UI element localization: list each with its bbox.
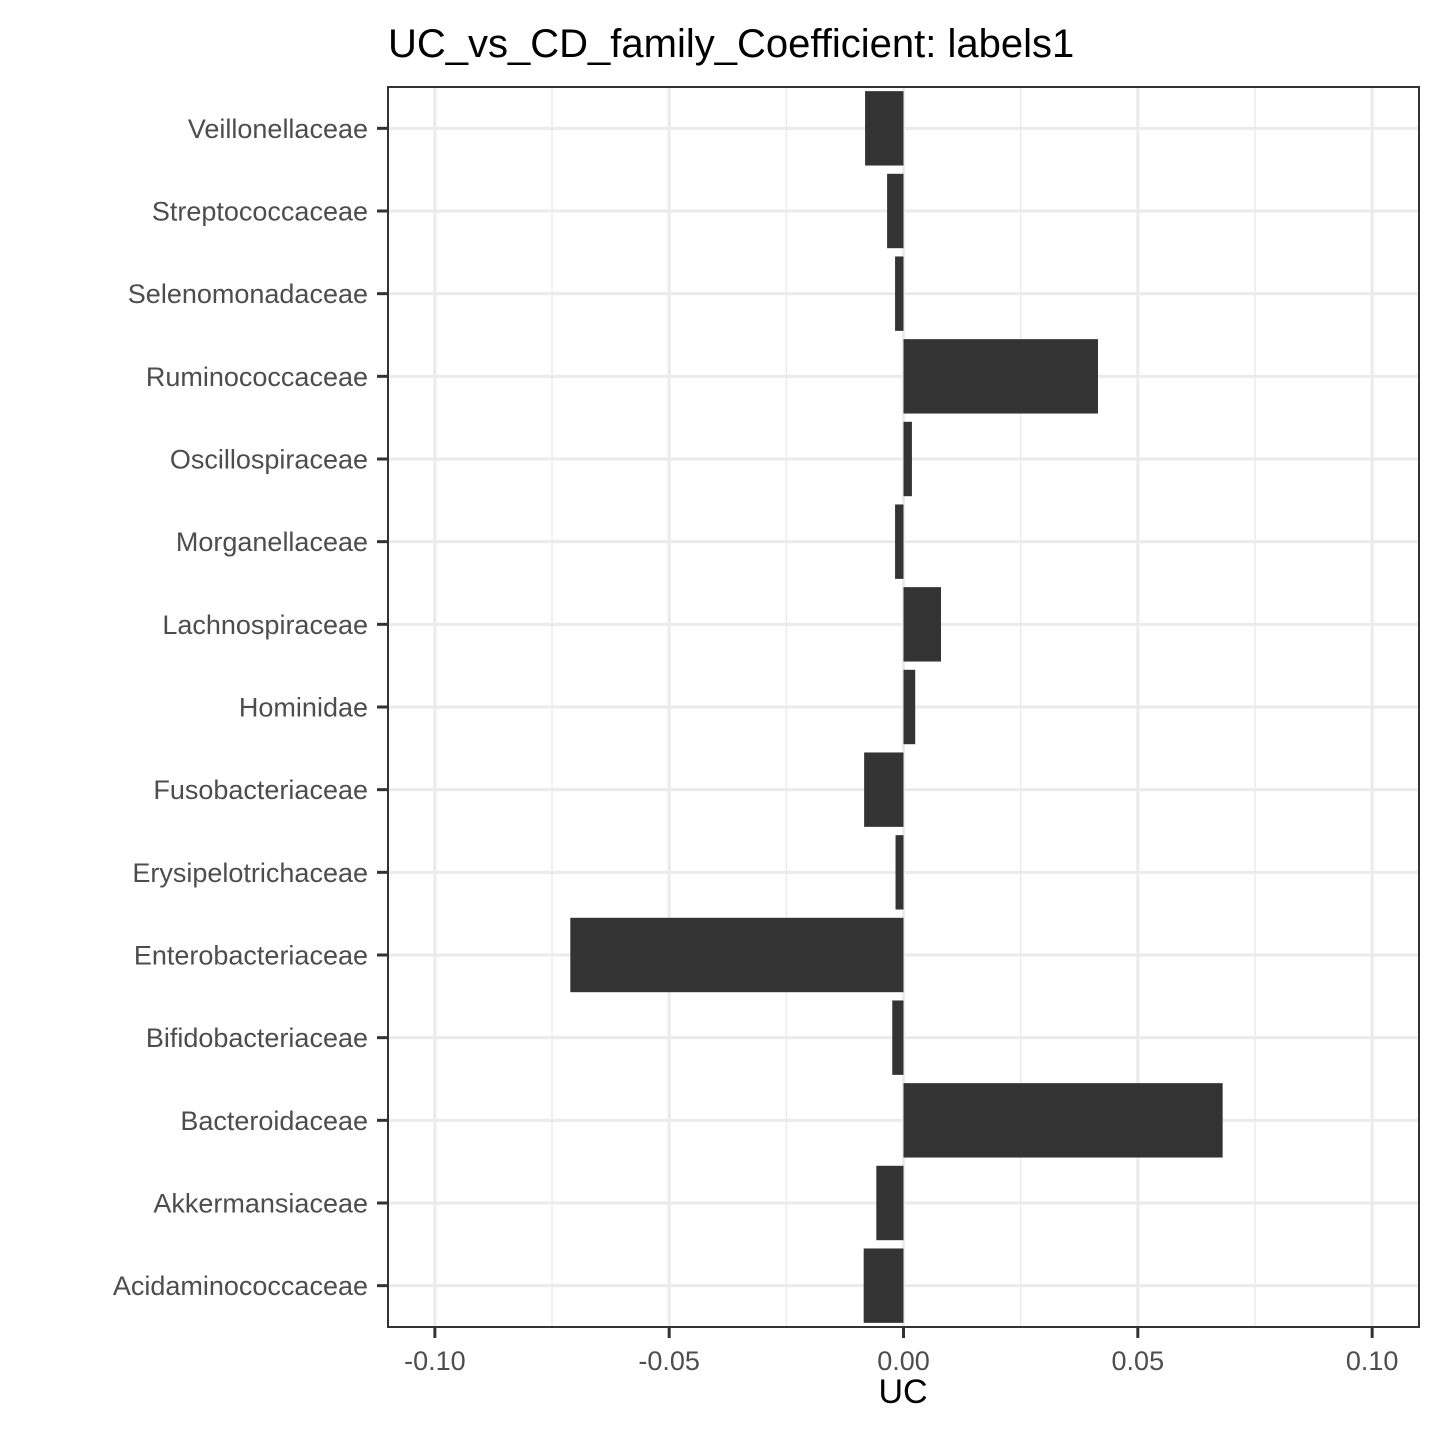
bar-streptococcaceae (887, 173, 904, 249)
bar-hominidae (903, 669, 916, 745)
bar-erysipelotrichaceae (895, 835, 904, 910)
y-tick-label: Acidaminococcaceae (113, 1271, 368, 1301)
y-tick-label: Erysipelotrichaceae (132, 858, 368, 888)
y-tick-label: Selenomonadaceae (128, 279, 368, 309)
bar-bifidobacteriaceae (892, 1000, 904, 1075)
y-tick-label: Veillonellaceae (188, 114, 368, 144)
bar-lachnospiraceae (903, 587, 941, 662)
chart-title: UC_vs_CD_family_Coefficient: labels1 (388, 22, 1074, 66)
y-tick-label: Akkermansiaceae (153, 1189, 368, 1219)
bar-oscillospiraceae (903, 421, 912, 497)
bar-veillonellaceae (865, 91, 904, 166)
bar-layer (570, 91, 1223, 1323)
bar-enterobacteriaceae (570, 917, 904, 993)
x-tick-label: 0.10 (1346, 1346, 1399, 1376)
bar-morganellaceae (895, 504, 904, 579)
x-tick-label: 0.05 (1112, 1346, 1165, 1376)
x-tick-label: 0.00 (877, 1346, 930, 1376)
y-tick-label: Hominidae (239, 693, 368, 723)
bar-bacteroidaceae (903, 1083, 1223, 1158)
bar-ruminococcaceae (903, 339, 1098, 414)
y-tick-label: Enterobacteriaceae (134, 941, 368, 971)
y-tick-label: Lachnospiraceae (162, 610, 368, 640)
x-axis-title: UC (878, 1373, 927, 1411)
y-tick-label: Oscillospiraceae (170, 445, 368, 475)
y-tick-label: Streptococcaceae (152, 197, 368, 227)
bar-fusobacteriaceae (864, 752, 904, 827)
bar-acidaminococcaceae (863, 1248, 904, 1323)
x-tick-label: -0.05 (638, 1346, 700, 1376)
bar-selenomonadaceae (895, 256, 904, 331)
y-tick-label: Ruminococcaceae (146, 362, 368, 392)
y-axis: Veillonellaceae Streptococcaceae Selenomon… (113, 114, 388, 1301)
y-tick-label: Bifidobacteriaceae (146, 1023, 368, 1053)
y-tick-label: Morganellaceae (176, 527, 368, 557)
x-tick-label: -0.10 (404, 1346, 466, 1376)
y-tick-label: Bacteroidaceae (180, 1106, 368, 1136)
x-axis: -0.10 -0.05 0.00 0.05 0.10 (404, 1327, 1398, 1376)
y-tick-label: Fusobacteriaceae (153, 775, 368, 805)
bar-akkermansiaceae (876, 1165, 904, 1241)
